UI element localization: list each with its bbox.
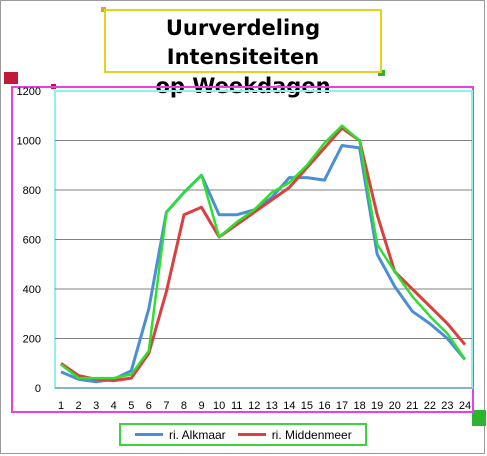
chart-legend[interactable]: ri. Alkmaar ri. Middenmeer bbox=[119, 423, 367, 446]
legend-item-alkmaar: ri. Alkmaar bbox=[135, 428, 226, 442]
series-line-2[interactable] bbox=[60, 126, 467, 383]
x-tick-label: 7 bbox=[163, 400, 169, 412]
selection-handle[interactable] bbox=[378, 70, 385, 76]
x-tick-label: 24 bbox=[459, 400, 471, 412]
x-tick-label: 20 bbox=[389, 400, 401, 412]
legend-label-middenmeer: ri. Middenmeer bbox=[271, 427, 352, 442]
legend-swatch-alkmaar bbox=[135, 433, 163, 436]
x-tick-label: 9 bbox=[198, 400, 204, 412]
x-tick-label: 1 bbox=[58, 400, 64, 412]
x-tick-label: 11 bbox=[231, 400, 242, 412]
gridlines bbox=[55, 140, 472, 389]
legend-swatch-middenmeer bbox=[237, 433, 266, 436]
x-tick-label: 19 bbox=[371, 400, 383, 412]
x-tick-label: 3 bbox=[93, 400, 99, 412]
selection-handle[interactable] bbox=[472, 410, 486, 426]
y-tick-label: 400 bbox=[23, 284, 41, 296]
x-tick-label: 15 bbox=[301, 400, 313, 412]
y-tick-label: 0 bbox=[35, 383, 41, 395]
y-tick-label: 800 bbox=[23, 185, 41, 197]
series-lines bbox=[60, 124, 467, 384]
x-tick-label: 18 bbox=[353, 400, 365, 412]
x-tick-label: 16 bbox=[318, 400, 330, 412]
x-tick-label: 21 bbox=[406, 400, 418, 412]
series-line-1[interactable] bbox=[60, 144, 467, 384]
y-tick-label: 600 bbox=[23, 235, 41, 247]
series-line-3[interactable] bbox=[60, 124, 467, 380]
x-tick-label: 6 bbox=[146, 400, 152, 412]
y-axis-ticks: 0 200 400 600 800 1000 1200 bbox=[17, 86, 41, 395]
y-tick-label: 1000 bbox=[17, 136, 41, 148]
x-axis-ticks: 1 2 3 4 5 6 7 8 9 10 11 12 13 14 15 16 17 18 19 20 21 22 23 24 bbox=[58, 400, 471, 412]
legend-label-alkmaar: ri. Alkmaar bbox=[169, 427, 226, 442]
y-tick-label: 200 bbox=[23, 334, 41, 346]
x-tick-label: 2 bbox=[76, 400, 82, 412]
selection-handle[interactable] bbox=[101, 7, 106, 12]
x-tick-label: 17 bbox=[336, 400, 348, 412]
x-tick-label: 23 bbox=[441, 400, 453, 412]
x-tick-label: 13 bbox=[266, 400, 278, 412]
x-tick-label: 12 bbox=[248, 400, 260, 412]
x-tick-label: 5 bbox=[128, 400, 134, 412]
x-tick-label: 14 bbox=[283, 400, 295, 412]
x-tick-label: 10 bbox=[213, 400, 225, 412]
selection-handle[interactable] bbox=[4, 72, 18, 84]
x-tick-label: 22 bbox=[424, 400, 436, 412]
chart-title-line-1: Uurverdeling Intensiteiten bbox=[165, 16, 321, 69]
x-tick-label: 8 bbox=[181, 400, 187, 412]
x-tick-label: 4 bbox=[111, 400, 117, 412]
legend-item-middenmeer: ri. Middenmeer bbox=[237, 427, 352, 442]
y-tick-label: 1200 bbox=[17, 86, 41, 98]
